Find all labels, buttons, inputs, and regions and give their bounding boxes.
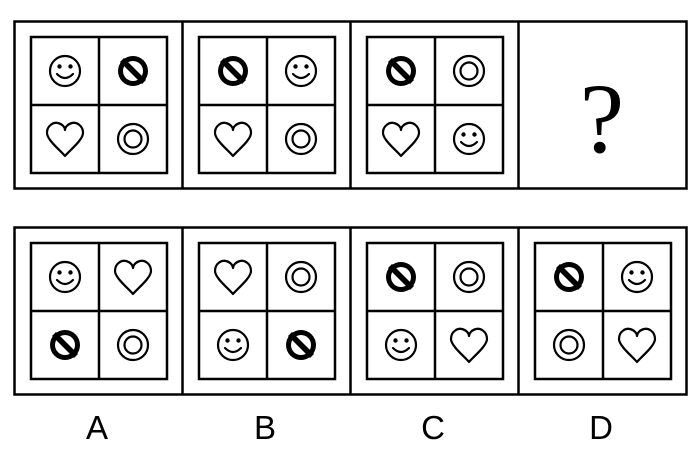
ring-icon (552, 328, 586, 362)
question-panels (29, 35, 505, 175)
smiley-icon (620, 260, 654, 294)
heart-icon (45, 121, 85, 158)
ring-icon (284, 122, 318, 156)
ring-icon (284, 260, 318, 294)
prohibited-icon (386, 262, 416, 292)
prohibited-icon (286, 330, 316, 360)
ring-icon (452, 260, 486, 294)
heart-icon (213, 121, 253, 158)
prohibited-icon (118, 56, 148, 86)
smiley-icon (48, 260, 82, 294)
option-panel-2 (197, 241, 337, 381)
heart-icon (113, 259, 153, 296)
ring-icon (116, 328, 150, 362)
question-panel-3 (365, 35, 505, 175)
option-panels (29, 241, 673, 381)
question-panel-1 (29, 35, 169, 175)
option-panel-1 (29, 241, 169, 381)
option-label-a: A (85, 409, 108, 446)
option-label-b: B (253, 409, 276, 446)
prohibited-icon (386, 56, 416, 86)
smiley-icon (284, 54, 318, 88)
ring-icon (116, 122, 150, 156)
heart-icon (213, 259, 253, 296)
heart-icon (449, 327, 489, 364)
smiley-icon (216, 328, 250, 362)
prohibited-icon (50, 330, 80, 360)
smiley-icon (452, 122, 486, 156)
smiley-icon (48, 54, 82, 88)
option-label-c: C (421, 409, 445, 446)
question-panel-2 (197, 35, 337, 175)
heart-icon (381, 121, 421, 158)
prohibited-icon (218, 56, 248, 86)
smiley-icon (384, 328, 418, 362)
option-panel-4 (533, 241, 673, 381)
heart-icon (617, 327, 657, 364)
prohibited-icon (554, 262, 584, 292)
option-panel-3 (365, 241, 505, 381)
unknown-mark: ? (580, 63, 624, 174)
ring-icon (452, 54, 486, 88)
option-label-d: D (589, 409, 613, 446)
